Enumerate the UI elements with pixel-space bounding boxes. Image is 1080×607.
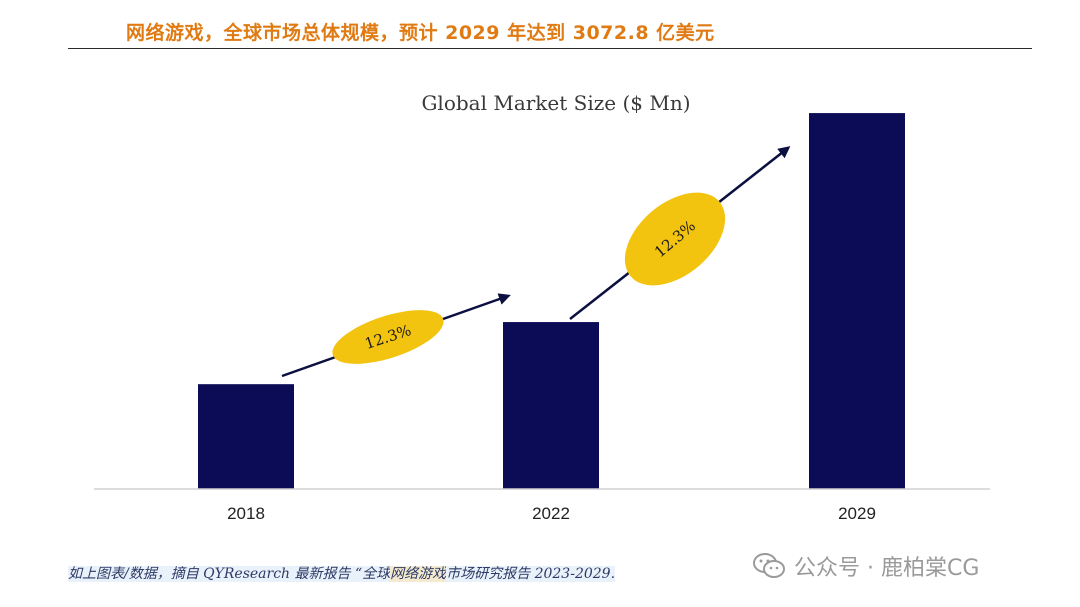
x-tick-label: 2018 [227, 504, 265, 523]
footnote-text-2: 网络游戏 [390, 566, 447, 582]
footnote-text-3: 市场研究报告 2023-2029. [446, 566, 616, 582]
watermark: 公众号 · 鹿柏棠CG [752, 550, 979, 582]
growth-rate-badge [624, 192, 726, 286]
x-tick-label: 2022 [532, 504, 570, 523]
chart-title: Global Market Size ($ Mn) [421, 91, 691, 115]
header-divider [68, 48, 1032, 49]
source-footnote: 如上图表/数据，摘自 QYResearch 最新报告 “全球网络游戏市场研究报告… [68, 563, 616, 583]
headline: 网络游戏，全球市场总体规模，预计 2029 年达到 3072.8 亿美元 [126, 22, 715, 44]
bar-2018 [198, 384, 294, 489]
footnote-text-1: 如上图表/数据，摘自 QYResearch 最新报告 “全球 [68, 566, 391, 582]
bar-2022 [503, 322, 599, 489]
x-tick-label: 2029 [838, 504, 876, 523]
watermark-text: 公众号 · 鹿柏棠CG [794, 556, 980, 581]
bar-2029 [809, 113, 905, 489]
wechat-icon [752, 552, 786, 580]
growth-rate-badge [332, 310, 444, 364]
